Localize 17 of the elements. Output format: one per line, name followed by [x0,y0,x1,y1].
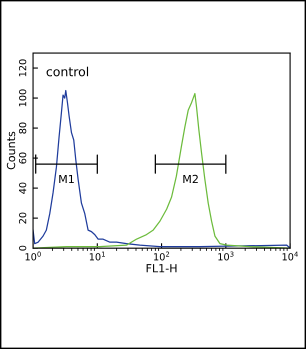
x-tick-label: 10$^{0}$ [26,252,41,260]
x-tick-label: 10$^{3}$ [218,252,234,260]
x-tick-label: 10$^{4}$ [282,252,298,260]
y-tick-label: 100 [18,89,26,106]
x-tick-label: 10$^{2}$ [154,252,170,260]
series-label: M1 [59,174,74,184]
x-tick-label: 10$^{1}$ [90,252,105,260]
y-tick-label: 40 [18,182,26,194]
annotation: control [46,66,88,76]
y-tick-label: 60 [18,152,26,164]
series-label: M2 [183,174,198,184]
y-tick-label: 0 [18,246,26,251]
y-tick-label: 120 [18,59,26,76]
x-axis-title: FL1-H [146,264,176,272]
y-tick-label: 80 [18,122,26,134]
y-axis-title: Counts [6,132,16,170]
y-tick-label: 20 [18,212,26,224]
